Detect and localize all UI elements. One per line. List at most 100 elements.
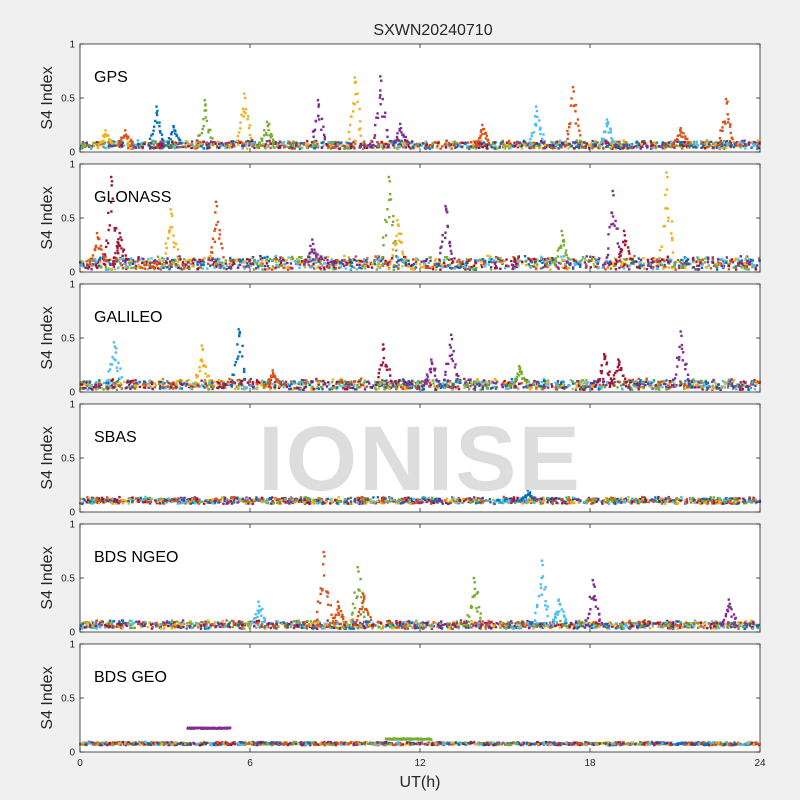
data-point bbox=[697, 257, 700, 260]
data-point bbox=[640, 141, 644, 144]
data-point bbox=[685, 262, 688, 266]
data-point bbox=[372, 143, 375, 147]
data-point bbox=[486, 254, 489, 258]
data-point bbox=[269, 382, 273, 385]
data-point bbox=[198, 133, 201, 137]
data-point bbox=[674, 261, 677, 264]
data-point bbox=[641, 264, 644, 267]
data-point bbox=[545, 259, 549, 262]
data-point bbox=[592, 262, 595, 266]
data-point bbox=[165, 260, 168, 263]
data-point bbox=[547, 260, 550, 263]
data-point bbox=[233, 363, 237, 367]
data-point bbox=[623, 243, 627, 247]
data-point bbox=[422, 386, 425, 389]
data-point bbox=[750, 262, 754, 265]
data-point bbox=[298, 147, 302, 150]
data-point bbox=[358, 107, 361, 111]
data-point bbox=[260, 139, 264, 143]
data-point bbox=[650, 144, 653, 147]
data-point bbox=[98, 237, 101, 241]
data-point bbox=[653, 141, 656, 144]
data-point bbox=[202, 364, 206, 367]
data-point bbox=[236, 357, 239, 361]
data-point bbox=[614, 142, 617, 145]
data-point bbox=[410, 386, 413, 389]
data-point bbox=[150, 134, 153, 137]
data-point bbox=[166, 140, 169, 143]
data-point bbox=[726, 121, 730, 124]
data-point bbox=[450, 353, 454, 356]
data-point bbox=[583, 141, 586, 144]
data-point bbox=[399, 127, 403, 130]
data-point bbox=[741, 384, 744, 387]
data-point bbox=[376, 257, 379, 260]
data-point bbox=[394, 240, 397, 243]
data-point bbox=[547, 380, 550, 383]
data-point bbox=[424, 140, 428, 143]
data-point bbox=[387, 267, 390, 270]
data-point bbox=[611, 215, 615, 218]
data-point bbox=[495, 386, 498, 389]
data-point bbox=[377, 387, 381, 390]
data-point bbox=[657, 382, 660, 386]
data-point bbox=[713, 386, 716, 390]
data-point bbox=[452, 350, 455, 353]
data-point bbox=[572, 258, 575, 261]
data-point bbox=[278, 139, 281, 143]
data-point bbox=[202, 385, 205, 388]
data-point bbox=[268, 381, 271, 384]
data-point bbox=[205, 384, 208, 387]
data-point bbox=[558, 386, 561, 389]
data-point bbox=[450, 357, 453, 360]
data-point bbox=[268, 122, 271, 126]
data-point bbox=[174, 265, 178, 268]
data-point bbox=[700, 146, 703, 149]
data-point bbox=[143, 386, 147, 389]
data-point bbox=[408, 387, 412, 390]
data-point bbox=[728, 125, 732, 128]
data-point bbox=[535, 109, 539, 113]
data-point bbox=[232, 373, 235, 377]
data-point bbox=[697, 380, 700, 383]
data-point bbox=[758, 257, 761, 260]
data-point bbox=[263, 129, 266, 132]
data-point bbox=[711, 256, 714, 259]
data-point bbox=[269, 386, 273, 389]
data-point bbox=[532, 265, 535, 268]
data-point bbox=[635, 140, 639, 143]
data-point bbox=[134, 143, 137, 147]
data-point bbox=[138, 145, 142, 148]
data-point bbox=[427, 378, 431, 381]
data-point bbox=[157, 267, 160, 270]
data-point bbox=[167, 265, 170, 268]
data-point bbox=[700, 140, 703, 143]
data-point bbox=[81, 141, 85, 144]
data-point bbox=[122, 144, 126, 147]
data-point bbox=[172, 241, 175, 244]
data-point bbox=[302, 382, 305, 385]
data-point bbox=[155, 121, 159, 124]
data-point bbox=[560, 382, 563, 385]
data-point bbox=[200, 358, 203, 361]
data-point bbox=[337, 147, 341, 150]
data-point bbox=[435, 378, 438, 381]
data-point bbox=[317, 103, 321, 106]
data-point bbox=[674, 268, 677, 271]
data-point bbox=[388, 387, 391, 390]
data-point bbox=[615, 258, 618, 262]
data-point bbox=[437, 264, 440, 267]
data-point bbox=[613, 261, 616, 264]
data-point bbox=[262, 382, 265, 385]
data-point bbox=[235, 139, 239, 143]
data-point bbox=[222, 267, 226, 270]
data-point bbox=[238, 141, 242, 144]
data-point bbox=[388, 192, 392, 196]
data-point bbox=[249, 137, 253, 140]
data-point bbox=[687, 263, 690, 266]
data-point bbox=[441, 234, 444, 237]
data-point bbox=[254, 382, 258, 385]
data-point bbox=[468, 388, 471, 391]
data-point bbox=[90, 144, 94, 148]
data-point bbox=[439, 251, 442, 255]
